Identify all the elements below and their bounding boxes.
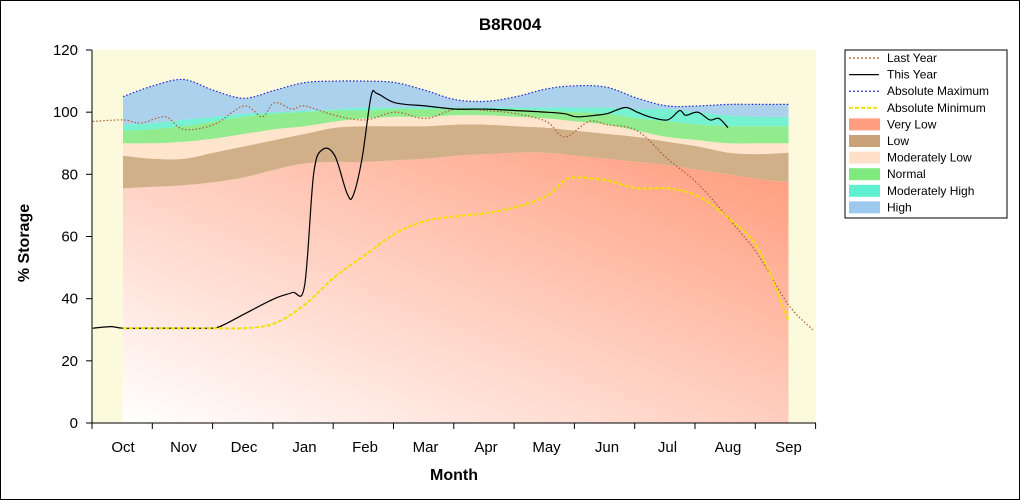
- x-tick-label: Jan: [292, 439, 316, 456]
- legend-swatch-moderately-high: [849, 184, 880, 197]
- legend-label-very-low: Very Low: [887, 117, 937, 131]
- band-very-low: [123, 152, 789, 423]
- legend-swatch-moderately-low: [849, 151, 880, 164]
- band-moderately-high: [123, 107, 789, 131]
- legend-label-normal: Normal: [887, 167, 926, 181]
- legend-label-absolute-maximum: Absolute Maximum: [887, 84, 989, 98]
- legend-swatch-high: [849, 201, 880, 214]
- y-tick-label: 80: [61, 166, 78, 183]
- y-tick-label: 120: [53, 42, 78, 59]
- series-last-year: [92, 102, 814, 331]
- legend-label-moderately-low: Moderately Low: [887, 151, 972, 165]
- x-tick-label: May: [532, 439, 561, 456]
- legend-swatch-normal: [849, 168, 880, 181]
- x-tick-label: Dec: [231, 439, 258, 456]
- x-tick-label: Mar: [413, 439, 439, 456]
- y-tick-label: 100: [53, 104, 78, 121]
- x-tick-label: Jun: [595, 439, 619, 456]
- series-absolute-maximum: [122, 78, 789, 108]
- series-this-year: [92, 89, 729, 329]
- series-layer: [92, 78, 814, 331]
- legend-label-absolute-minimum: Absolute Minimum: [887, 101, 986, 115]
- band-high: [123, 79, 789, 125]
- x-tick-label: Feb: [352, 439, 378, 456]
- y-tick-label: 0: [70, 415, 78, 432]
- legend-swatch-very-low: [849, 118, 880, 131]
- x-tick-label: Oct: [111, 439, 135, 456]
- band-low: [123, 124, 789, 189]
- legend-label-high: High: [887, 200, 912, 214]
- chart-title: B8R004: [479, 15, 542, 34]
- x-tick-label: Sep: [775, 439, 802, 456]
- band-moderately-low: [123, 115, 789, 160]
- legend-label-low: Low: [887, 134, 909, 148]
- bands-layer: [123, 79, 789, 423]
- legend-label-last-year: Last Year: [887, 51, 937, 65]
- y-tick-label: 20: [61, 353, 78, 370]
- y-tick-label: 60: [61, 229, 78, 246]
- ticks-layer: 0 20 40 60 80 100 120 Oct Nov Dec Jan Feb Mar Apr May J…: [53, 42, 817, 456]
- legend-label-moderately-high: Moderately High: [887, 184, 974, 198]
- x-axis-title: Month: [430, 467, 478, 484]
- x-tick-label: Apr: [474, 439, 497, 456]
- x-tick-label: Aug: [715, 439, 742, 456]
- x-tick-label: Jul: [658, 439, 677, 456]
- x-tick-label: Nov: [170, 439, 197, 456]
- legend: Last Year This Year Absolute Maximum Absolu…: [844, 49, 1008, 219]
- series-absolute-minimum: [123, 176, 790, 330]
- y-tick-label: 40: [61, 291, 78, 308]
- legend-label-this-year: This Year: [887, 68, 937, 82]
- band-normal: [123, 108, 789, 144]
- legend-swatch-low: [849, 135, 880, 147]
- y-axis-title: % Storage: [16, 204, 33, 282]
